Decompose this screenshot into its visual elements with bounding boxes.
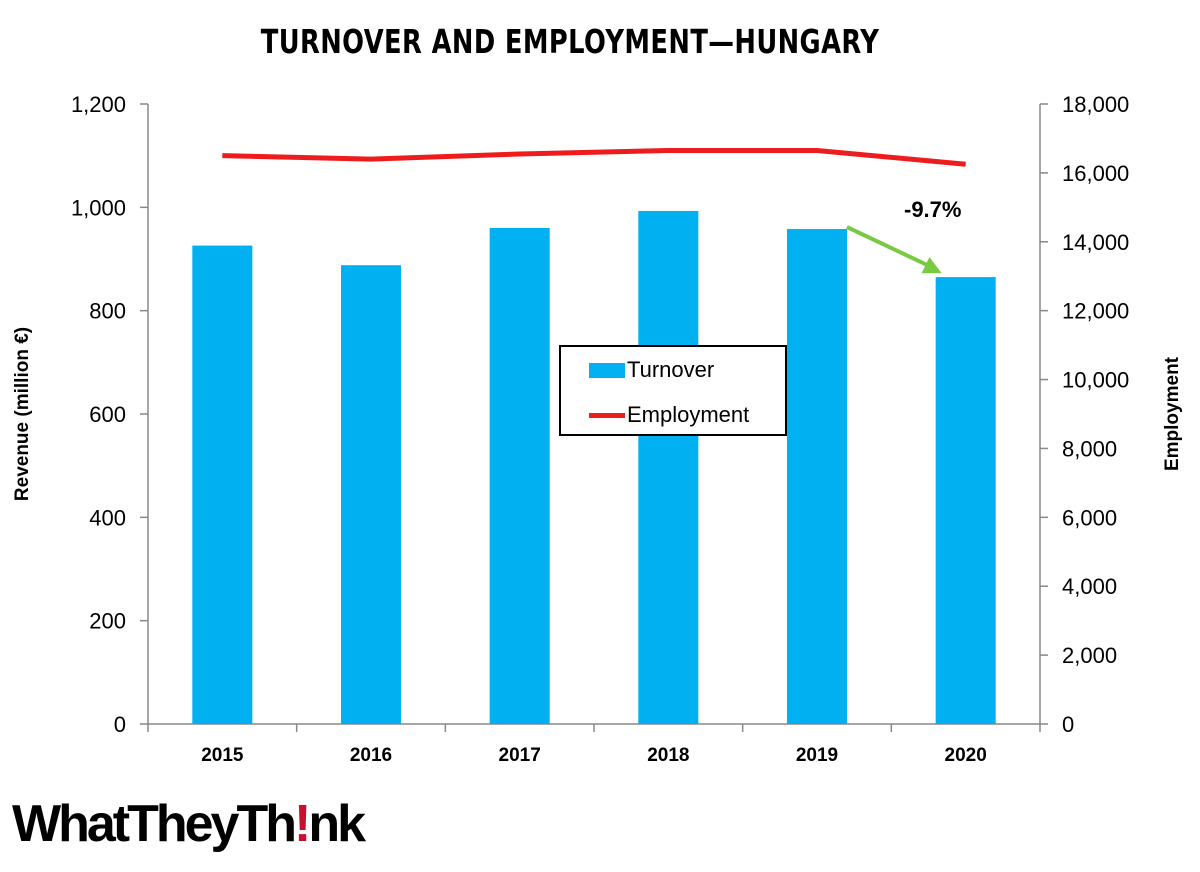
turnover-bar-2018 <box>638 210 699 724</box>
y-tick-label: 600 <box>89 402 126 427</box>
chart-title: TURNOVER AND EMPLOYMENT—HUNGARY <box>260 22 880 61</box>
turnover-bar-2020 <box>935 277 996 724</box>
y2-tick-label: 4,000 <box>1062 574 1117 599</box>
y2-tick-label: 6,000 <box>1062 505 1117 530</box>
whattheythink-logo: WhatTheyTh!nk <box>12 795 366 853</box>
legend-label-turnover: Turnover <box>627 357 715 382</box>
legend-swatch-turnover <box>589 362 625 378</box>
turnover-bar-2017 <box>489 228 550 724</box>
legend-item-employment: Employment <box>589 402 749 428</box>
x-tick-label: 2015 <box>201 745 244 766</box>
y2-tick-label: 16,000 <box>1062 161 1129 186</box>
x-tick-label: 2018 <box>647 745 689 766</box>
y2-tick-label: 14,000 <box>1062 230 1129 255</box>
y-tick-label: 200 <box>89 609 126 634</box>
x-tick-label: 2016 <box>350 745 392 766</box>
x-tick-label: 2020 <box>945 745 987 766</box>
chart-legend: Turnover Employment <box>559 345 787 436</box>
turnover-bar-2016 <box>341 265 401 724</box>
annotation-arrow-head <box>921 257 942 274</box>
y-tick-label: 800 <box>89 299 126 324</box>
y2-tick-label: 12,000 <box>1062 299 1129 324</box>
x-tick-label: 2019 <box>796 745 838 766</box>
turnover-bar-2015 <box>192 245 253 725</box>
legend-item-turnover: Turnover <box>589 357 714 383</box>
y2-tick-label: 10,000 <box>1062 368 1129 393</box>
y-axis-title: Revenue (million €) <box>12 327 33 501</box>
y2-tick-label: 2,000 <box>1062 643 1117 668</box>
turnover-bar-2019 <box>787 229 847 725</box>
annotation-arrow <box>846 225 935 270</box>
y2-tick-label: 18,000 <box>1062 92 1129 117</box>
employment-line <box>222 148 966 167</box>
legend-label-employment: Employment <box>627 402 750 427</box>
x-tick-label: 2017 <box>499 745 541 766</box>
y2-tick-label: 0 <box>1062 712 1074 737</box>
y2-tick-label: 8,000 <box>1062 436 1117 461</box>
y-tick-label: 400 <box>89 505 126 530</box>
y-tick-label: 0 <box>114 712 126 737</box>
y-tick-label: 1,000 <box>71 195 126 220</box>
legend-swatch-employment <box>589 412 625 418</box>
y-tick-label: 1,200 <box>71 92 126 117</box>
change-annotation: -9.7% <box>904 197 962 222</box>
y2-axis-title: Employment <box>1162 356 1183 471</box>
